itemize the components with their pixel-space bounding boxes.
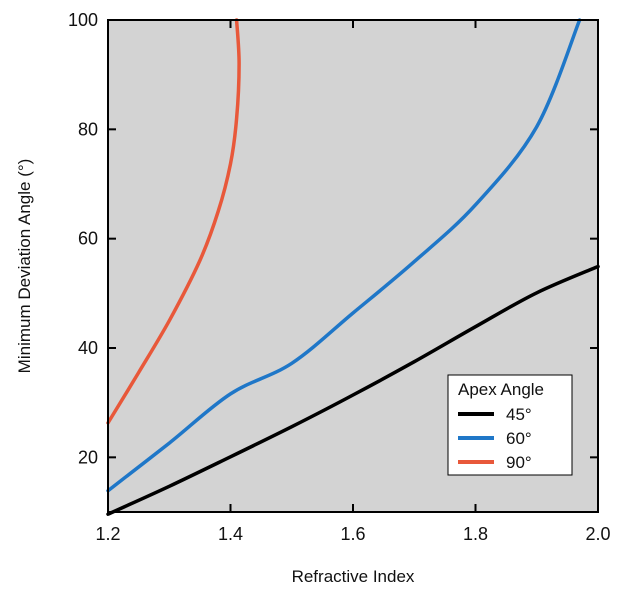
x-tick-label: 1.2 <box>95 524 120 544</box>
series-line-1 <box>106 18 582 493</box>
series-line-0 <box>106 264 600 516</box>
x-tick-label: 1.8 <box>463 524 488 544</box>
legend-item-label: 45° <box>506 405 532 424</box>
y-axis-label: Minimum Deviation Angle (°) <box>15 159 34 374</box>
x-axis-ticks: 1.2 1.4 1.6 1.8 2.0 <box>95 20 611 544</box>
legend-item-label: 60° <box>506 429 532 448</box>
x-tick-label: 2.0 <box>585 524 610 544</box>
x-tick-label: 1.6 <box>340 524 365 544</box>
legend-item-label: 90° <box>506 453 532 472</box>
x-tick-label: 1.4 <box>218 524 243 544</box>
legend: Apex Angle 45° 60° 90° <box>447 374 573 476</box>
x-axis-label: Refractive Index <box>292 567 415 586</box>
series-layer <box>106 18 600 516</box>
y-tick-label: 60 <box>78 229 98 249</box>
legend-title: Apex Angle <box>458 380 544 399</box>
y-axis-ticks: 20 40 60 80 100 <box>68 10 598 467</box>
y-tick-label: 100 <box>68 10 98 30</box>
legend-box <box>447 374 573 476</box>
y-tick-label: 80 <box>78 119 98 139</box>
legend-items: 45° 60° 90° <box>458 405 532 472</box>
y-tick-label: 20 <box>78 447 98 467</box>
y-tick-label: 40 <box>78 338 98 358</box>
series-line-2 <box>106 18 241 425</box>
